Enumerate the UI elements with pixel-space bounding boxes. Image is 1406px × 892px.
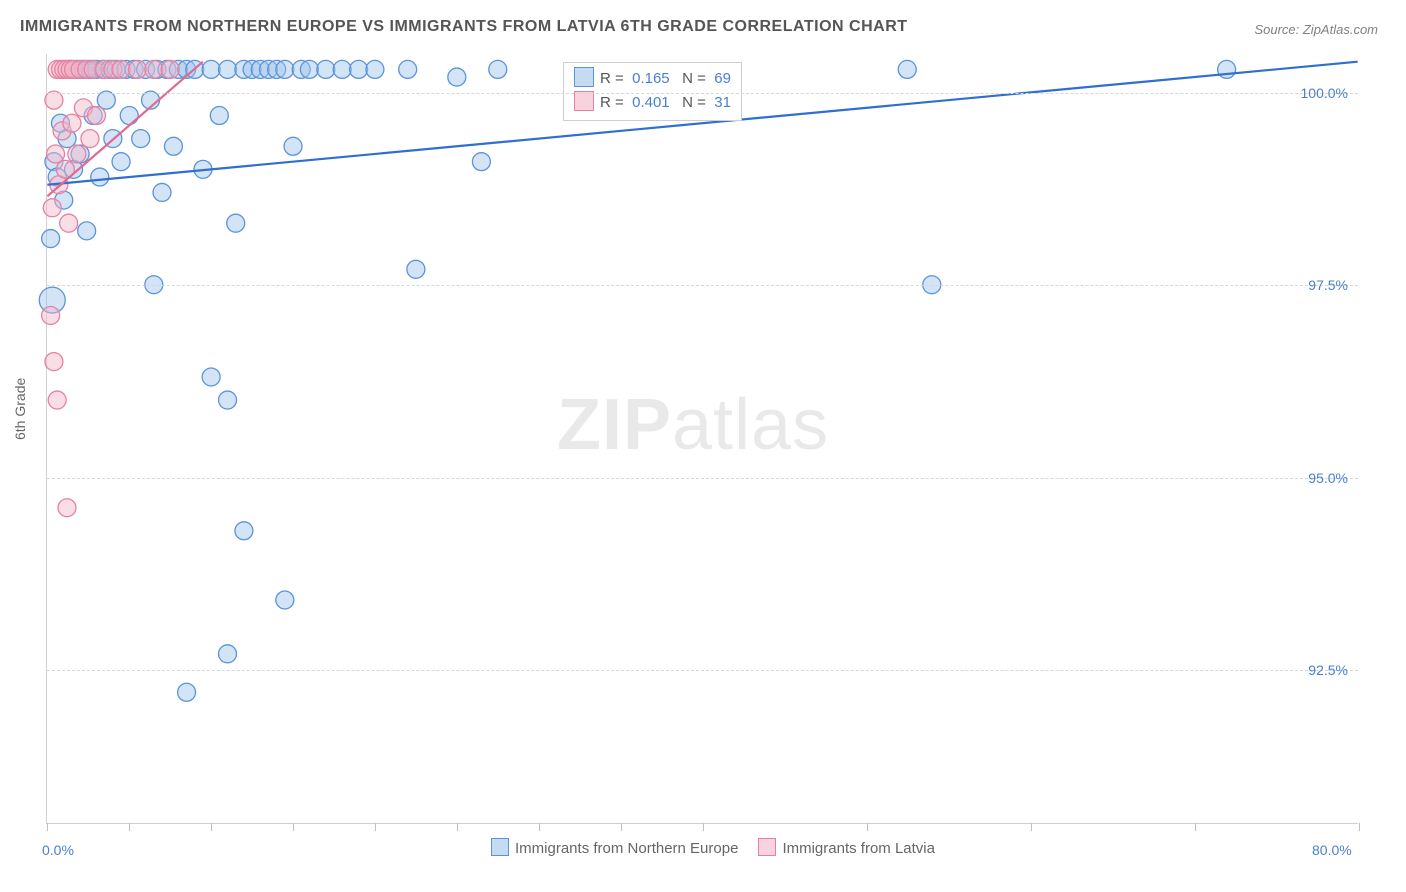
y-tick-label: 92.5% bbox=[1308, 662, 1348, 678]
n-value: 69 bbox=[714, 70, 731, 87]
plot-area: ZIPatlas R = 0.165 N = 69R = 0.401 N = 3… bbox=[46, 54, 1358, 824]
data-point bbox=[78, 222, 96, 240]
data-point bbox=[68, 145, 86, 163]
chart-title: IMMIGRANTS FROM NORTHERN EUROPE VS IMMIG… bbox=[20, 18, 908, 36]
x-tick bbox=[867, 823, 868, 831]
legend-swatch bbox=[574, 67, 594, 87]
x-tick bbox=[129, 823, 130, 831]
data-point bbox=[153, 183, 171, 201]
legend-label: Immigrants from Northern Europe bbox=[515, 840, 738, 857]
x-tick bbox=[293, 823, 294, 831]
data-point bbox=[472, 153, 490, 171]
gridline bbox=[47, 670, 1358, 671]
stat-row: R = 0.401 N = 31 bbox=[574, 91, 731, 115]
x-tick bbox=[47, 823, 48, 831]
data-point bbox=[202, 368, 220, 386]
scatter-svg bbox=[47, 54, 1358, 823]
data-point bbox=[112, 60, 130, 78]
data-point bbox=[317, 60, 335, 78]
data-point bbox=[81, 130, 99, 148]
data-point bbox=[97, 91, 115, 109]
data-point bbox=[202, 60, 220, 78]
data-point bbox=[145, 60, 163, 78]
gridline bbox=[47, 93, 1358, 94]
data-point bbox=[276, 591, 294, 609]
x-tick bbox=[539, 823, 540, 831]
data-point bbox=[284, 137, 302, 155]
data-point bbox=[219, 60, 237, 78]
data-point bbox=[45, 91, 63, 109]
data-point bbox=[128, 60, 146, 78]
gridline bbox=[47, 478, 1358, 479]
data-point bbox=[112, 153, 130, 171]
x-tick bbox=[1359, 823, 1360, 831]
y-tick-label: 95.0% bbox=[1308, 470, 1348, 486]
x-tick bbox=[621, 823, 622, 831]
r-value: 0.165 bbox=[632, 70, 670, 87]
data-point bbox=[276, 60, 294, 78]
data-point bbox=[161, 60, 179, 78]
stat-row: R = 0.165 N = 69 bbox=[574, 67, 731, 91]
x-tick bbox=[1195, 823, 1196, 831]
legend-label: Immigrants from Latvia bbox=[782, 840, 935, 857]
data-point bbox=[60, 214, 78, 232]
source-label: Source: ZipAtlas.com bbox=[1254, 22, 1378, 37]
legend-swatch bbox=[574, 91, 594, 111]
data-point bbox=[489, 60, 507, 78]
bottom-legend: Immigrants from Northern Europe Immigrant… bbox=[0, 838, 1406, 884]
data-point bbox=[898, 60, 916, 78]
y-axis-label: 6th Grade bbox=[12, 378, 28, 440]
correlation-stat-box: R = 0.165 N = 69R = 0.401 N = 31 bbox=[563, 62, 742, 121]
data-point bbox=[210, 107, 228, 125]
data-point bbox=[366, 60, 384, 78]
data-point bbox=[300, 60, 318, 78]
data-point bbox=[333, 60, 351, 78]
y-tick-label: 100.0% bbox=[1301, 85, 1348, 101]
data-point bbox=[227, 214, 245, 232]
data-point bbox=[47, 145, 65, 163]
data-point bbox=[87, 107, 105, 125]
y-tick-label: 97.5% bbox=[1308, 277, 1348, 293]
data-point bbox=[42, 230, 60, 248]
r-value: 0.401 bbox=[632, 94, 670, 111]
data-point bbox=[407, 260, 425, 278]
data-point bbox=[399, 60, 417, 78]
data-point bbox=[219, 391, 237, 409]
gridline bbox=[47, 285, 1358, 286]
x-tick bbox=[211, 823, 212, 831]
data-point bbox=[350, 60, 368, 78]
data-point bbox=[219, 645, 237, 663]
data-point bbox=[132, 130, 150, 148]
x-tick bbox=[457, 823, 458, 831]
data-point bbox=[448, 68, 466, 86]
data-point bbox=[120, 107, 138, 125]
data-point bbox=[178, 683, 196, 701]
data-point bbox=[63, 114, 81, 132]
data-point bbox=[42, 306, 60, 324]
data-point bbox=[235, 522, 253, 540]
n-value: 31 bbox=[714, 94, 731, 111]
legend-swatch bbox=[758, 838, 776, 856]
data-point bbox=[43, 199, 61, 217]
legend-swatch bbox=[491, 838, 509, 856]
data-point bbox=[164, 137, 182, 155]
x-tick bbox=[703, 823, 704, 831]
data-point bbox=[91, 168, 109, 186]
data-point bbox=[58, 499, 76, 517]
data-point bbox=[45, 353, 63, 371]
x-tick bbox=[1031, 823, 1032, 831]
x-tick bbox=[375, 823, 376, 831]
data-point bbox=[48, 391, 66, 409]
